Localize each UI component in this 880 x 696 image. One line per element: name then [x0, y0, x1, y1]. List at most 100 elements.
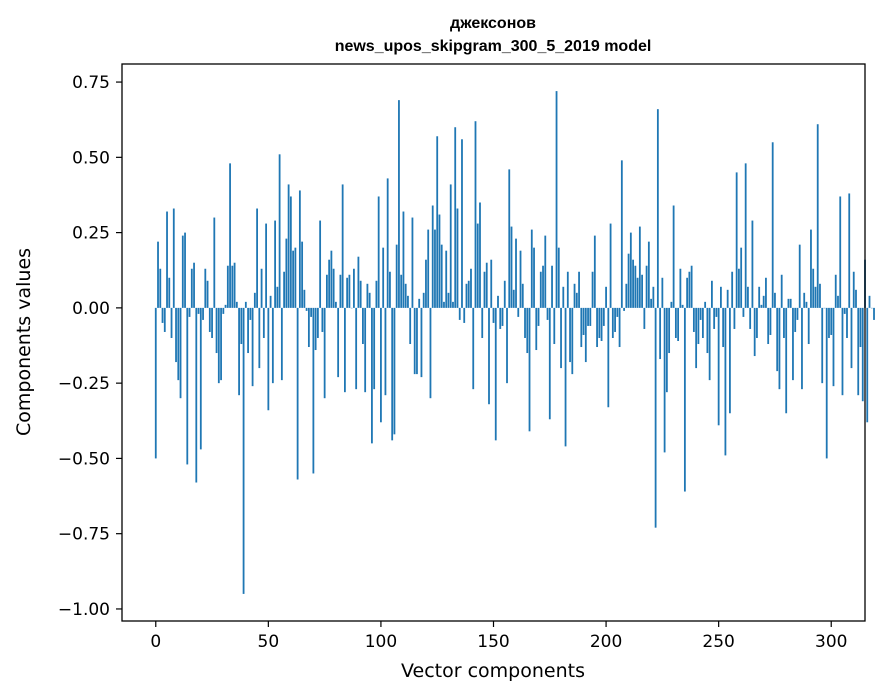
bar-component-15	[188, 307, 191, 317]
x-tick-label: 200	[590, 632, 622, 652]
bar-component-311	[855, 289, 857, 308]
bar-component-249	[715, 307, 718, 317]
bar-component-138	[465, 283, 468, 308]
bar-component-136	[461, 139, 463, 308]
bar-component-80	[334, 301, 337, 308]
bar-component-17	[193, 262, 195, 308]
bar-component-22	[204, 268, 207, 308]
bar-component-189	[580, 307, 583, 348]
bar-component-66	[303, 289, 306, 308]
bar-component-272	[767, 307, 770, 345]
x-tick-label: 100	[365, 632, 397, 652]
bar-component-195	[593, 235, 596, 308]
bar-component-241	[697, 307, 700, 345]
bar-component-286	[798, 244, 801, 308]
bar-component-173	[544, 235, 547, 308]
bar-component-175	[548, 307, 551, 420]
bar-component-34	[231, 265, 234, 308]
bar-component-68	[307, 307, 310, 348]
bar-component-98	[375, 280, 378, 308]
bar-component-40	[244, 301, 247, 308]
bar-component-104	[389, 271, 391, 308]
bar-component-91	[359, 280, 362, 308]
bar-component-137	[463, 307, 466, 323]
bar-component-233	[679, 268, 682, 308]
bar-component-194	[591, 271, 594, 308]
bar-component-64	[298, 190, 301, 308]
bar-component-48	[262, 307, 265, 338]
bar-component-103	[386, 178, 389, 308]
bar-component-298	[825, 307, 828, 459]
y-tick-label: 0.25	[72, 224, 110, 244]
bar-component-96	[371, 307, 373, 444]
bar-component-240	[695, 307, 698, 369]
x-tick-label: 150	[477, 632, 509, 652]
bar-component-70	[312, 307, 315, 474]
bar-component-79	[332, 268, 335, 308]
bar-component-155	[503, 280, 506, 308]
bar-component-165	[526, 307, 529, 354]
bar-component-239	[692, 307, 695, 332]
bar-component-284	[794, 307, 797, 332]
bar-component-253	[724, 307, 727, 456]
bar-component-168	[533, 247, 535, 308]
bar-component-237	[688, 271, 691, 308]
bar-component-19	[197, 307, 200, 314]
bar-component-169	[535, 307, 538, 351]
bar-component-183	[566, 271, 569, 308]
bar-component-219	[647, 241, 650, 308]
bar-component-255	[729, 307, 731, 414]
bar-component-265	[751, 220, 754, 308]
bar-component-116	[416, 307, 418, 375]
bar-component-49	[265, 223, 267, 308]
bar-component-222	[654, 307, 657, 528]
bar-component-218	[645, 265, 648, 308]
bar-component-88	[353, 268, 355, 308]
bar-component-6	[168, 277, 171, 308]
bar-component-250	[717, 307, 720, 426]
bar-component-182	[564, 307, 567, 447]
y-axis-label: Components values	[13, 248, 35, 436]
bar-component-102	[384, 307, 387, 396]
bar-component-124	[434, 229, 436, 308]
bar-component-146	[483, 271, 486, 308]
bar-component-114	[411, 217, 414, 308]
bar-component-41	[247, 307, 249, 354]
bar-component-52	[271, 307, 274, 384]
bar-component-150	[492, 307, 495, 323]
bar-component-78	[330, 250, 333, 308]
bar-component-214	[636, 277, 639, 308]
bar-component-170	[537, 307, 540, 326]
bar-component-163	[521, 283, 524, 308]
bar-component-162	[519, 250, 522, 308]
bar-component-174	[546, 307, 549, 320]
bar-component-140	[470, 268, 472, 308]
bar-component-24	[208, 307, 211, 332]
bar-component-226	[663, 307, 666, 453]
bar-component-54	[276, 286, 279, 308]
bar-component-216	[641, 274, 643, 308]
bar-component-314	[861, 307, 864, 402]
bar-component-306	[843, 307, 846, 314]
bar-component-27	[215, 307, 218, 354]
bar-component-208	[623, 307, 625, 311]
bar-component-65	[301, 241, 304, 308]
bar-component-230	[672, 205, 675, 308]
plot-frame	[121, 63, 866, 622]
bar-component-197	[598, 307, 601, 338]
bar-component-232	[677, 307, 680, 341]
bar-component-59	[287, 184, 290, 308]
bar-component-28	[217, 307, 220, 384]
bar-component-180	[560, 307, 562, 369]
bar-component-206	[618, 307, 621, 348]
bar-component-84	[344, 307, 346, 393]
bar-component-164	[524, 307, 526, 338]
bar-component-119	[422, 292, 425, 308]
bar-component-251	[720, 286, 722, 308]
bar-component-199	[602, 307, 605, 326]
bar-component-0	[154, 307, 157, 459]
bar-component-313	[859, 307, 862, 348]
bar-component-81	[337, 307, 340, 378]
bar-component-51	[269, 295, 272, 308]
